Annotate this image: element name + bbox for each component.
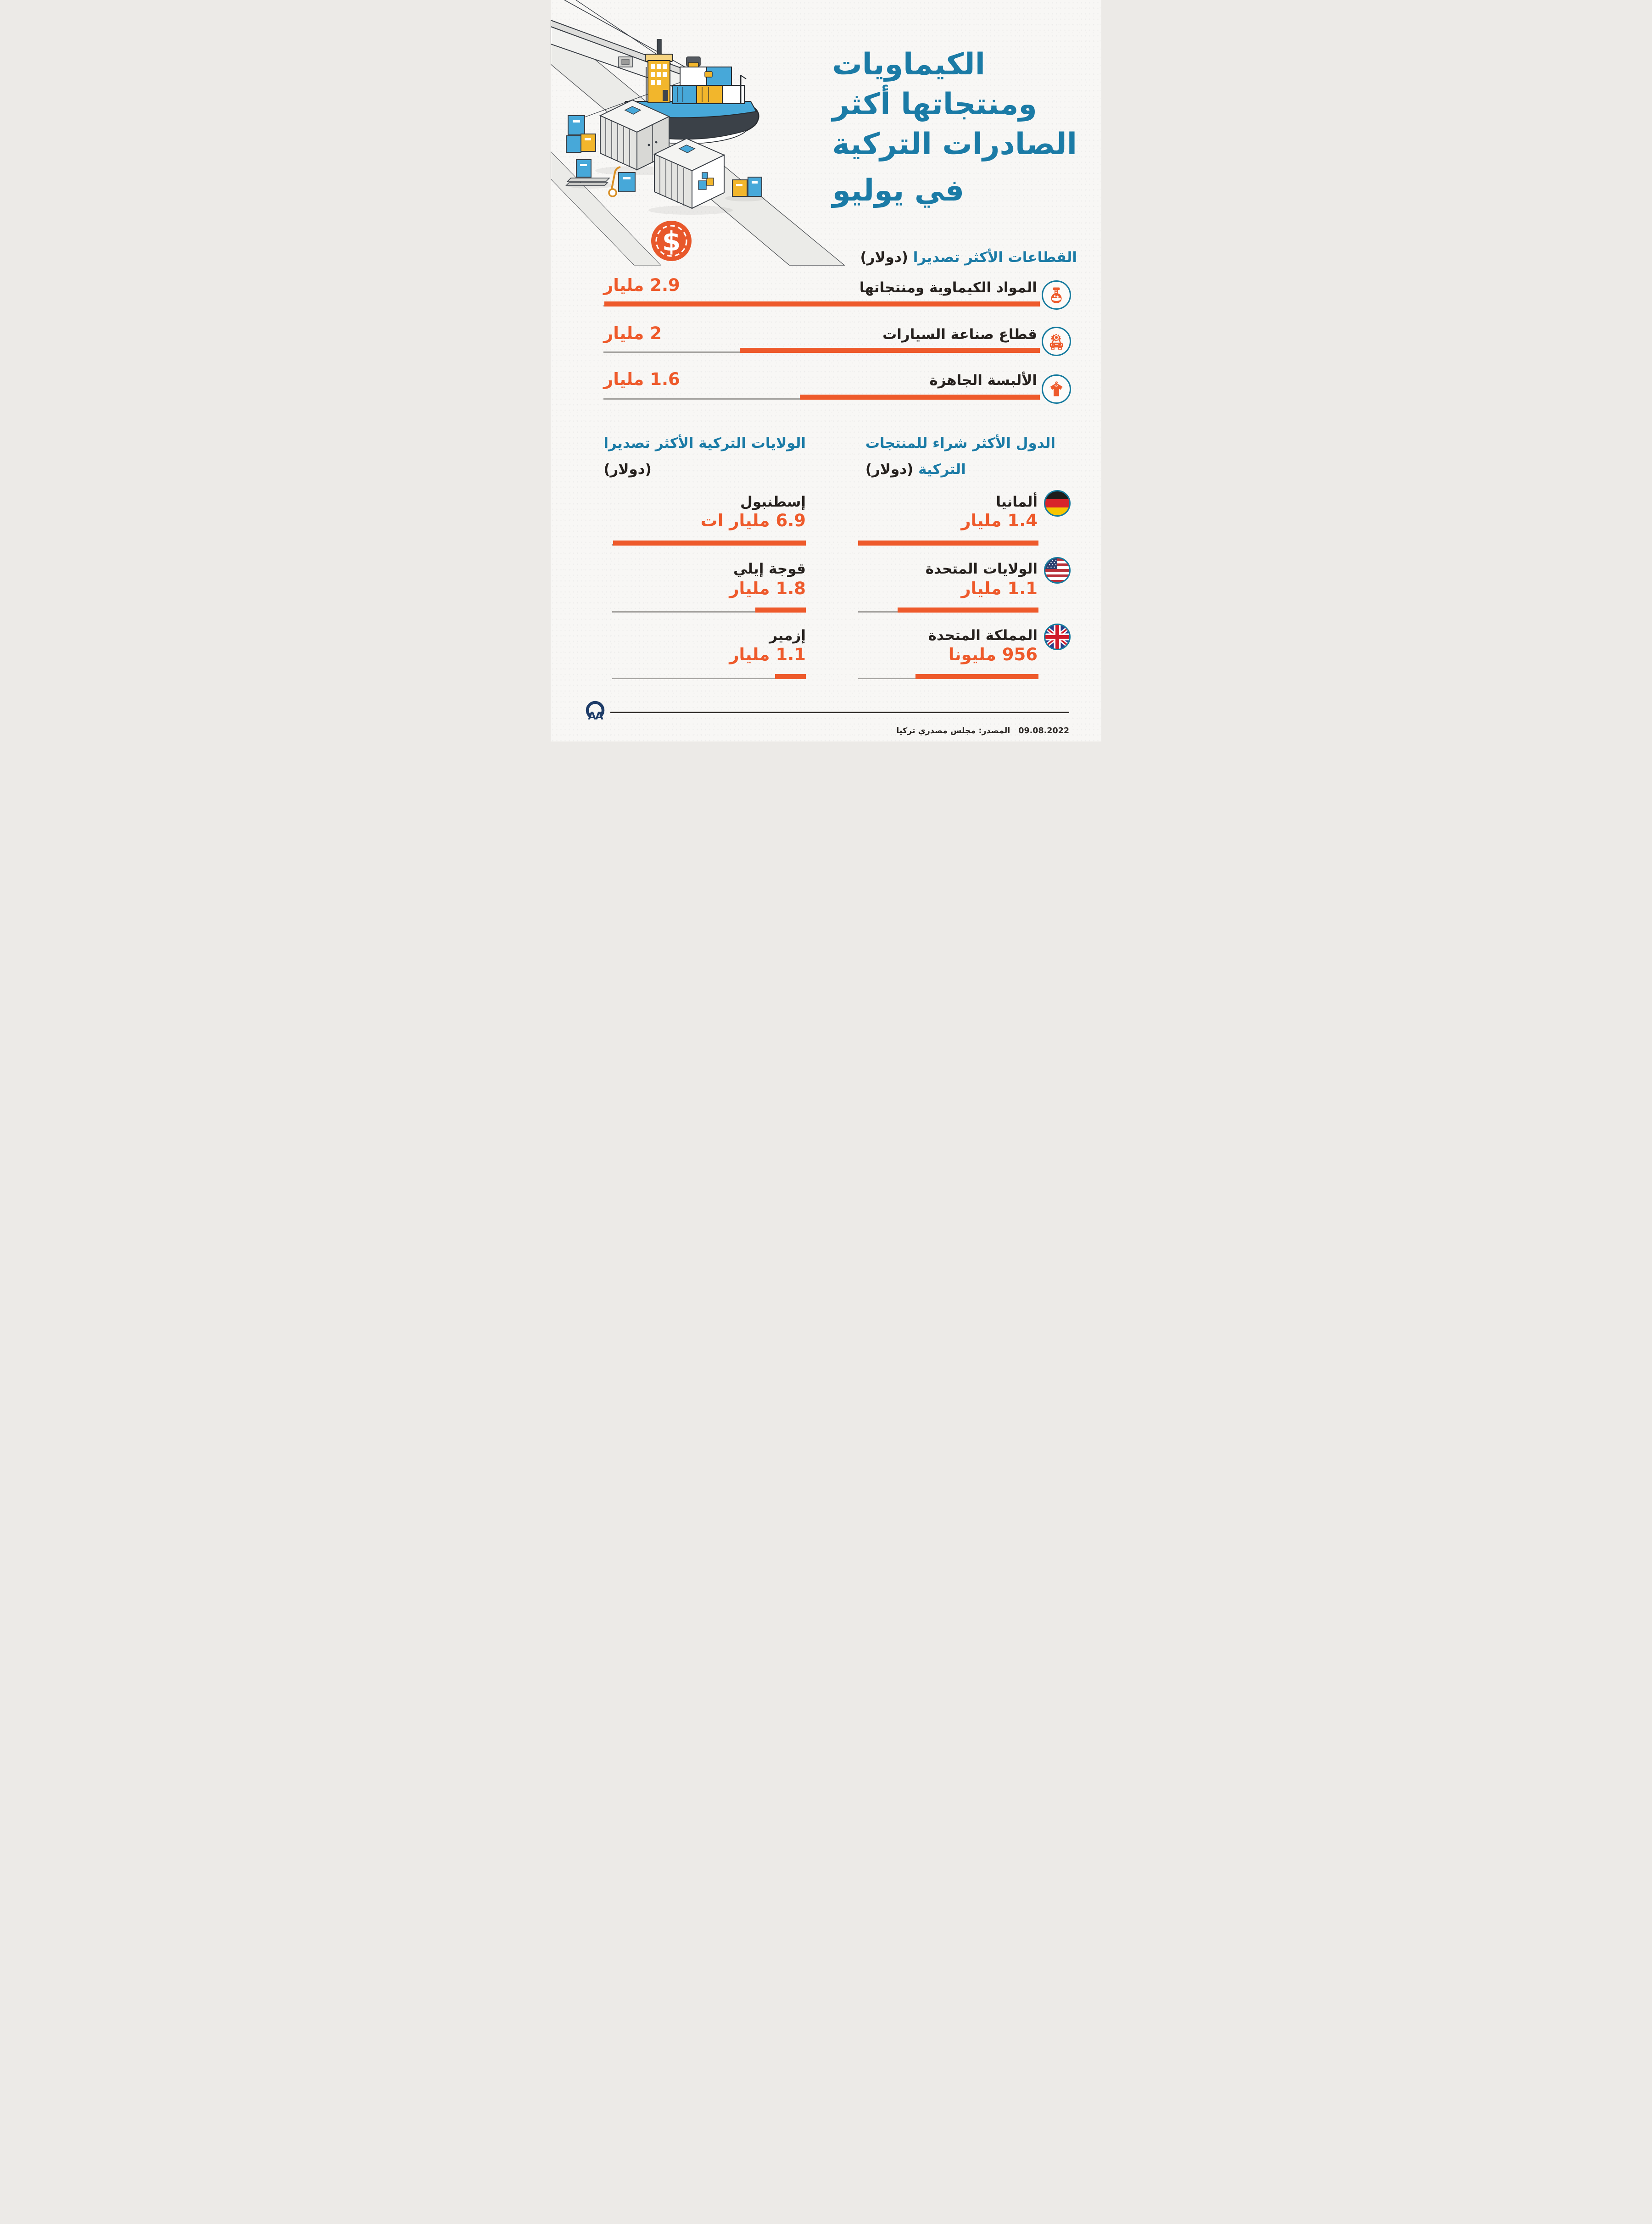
province-bar-kocaeli bbox=[755, 608, 806, 613]
title-line-4: في يوليو bbox=[832, 173, 965, 208]
sector-bar-chemicals bbox=[604, 301, 1040, 307]
provinces-heading-unit: (دولار) bbox=[603, 461, 652, 478]
container-b bbox=[648, 138, 733, 215]
sector-label-garments: الألبسة الجاهزة bbox=[929, 372, 1037, 389]
infographic-page: $ الكيماويات ومنتجاتها أكثر الصادرات الت… bbox=[551, 0, 1101, 741]
provinces-heading: الولايات التركية الأكثر تصديرا (دولار) bbox=[603, 430, 806, 483]
usa-flag bbox=[1044, 557, 1071, 584]
pallet-box bbox=[565, 159, 614, 189]
dollar-sign: $ bbox=[662, 226, 681, 257]
province-label-izmir: إزمير bbox=[769, 627, 806, 644]
aa-agency-logo: AA bbox=[584, 700, 608, 726]
sector-value-automotive: 2 مليار bbox=[603, 323, 662, 343]
country-label-uk: المملكة المتحدة bbox=[928, 627, 1038, 644]
countries-heading: الدول الأكثر شراء للمنتجات التركية (دولا… bbox=[865, 430, 1055, 483]
province-value-kocaeli: 1.8 مليار bbox=[729, 579, 806, 598]
footer-divider bbox=[610, 712, 1069, 713]
bar-track bbox=[612, 611, 806, 613]
page-title: الكيماويات ومنتجاتها أكثر الصادرات الترك… bbox=[832, 45, 1077, 211]
province-label-kocaeli: قوجة إيلي bbox=[733, 561, 806, 577]
countries-heading-line1: الدول الأكثر شراء للمنتجات bbox=[865, 435, 1055, 451]
sector-bar-garments bbox=[800, 395, 1040, 400]
uk-flag bbox=[1044, 623, 1071, 651]
car-icon bbox=[1049, 334, 1063, 350]
source-text: المصدر: مجلس مصدري تركيا bbox=[896, 726, 1010, 736]
sector-icon-circle bbox=[1042, 327, 1071, 356]
cargo-boxes-left bbox=[566, 115, 596, 153]
country-value-germany: 1.4 مليار bbox=[961, 511, 1038, 530]
province-label-istanbul: إسطنبول bbox=[740, 494, 806, 510]
province-value-istanbul: 6.9 مليار ات bbox=[700, 511, 806, 530]
title-line-2: ومنتجاتها أكثر bbox=[832, 87, 1037, 122]
sector-value-chemicals: 2.9 مليار bbox=[603, 275, 680, 295]
province-value-izmir: 1.1 مليار bbox=[729, 645, 806, 664]
hand-truck bbox=[608, 166, 636, 197]
country-bar-germany bbox=[858, 541, 1038, 546]
sector-label-automotive: قطاع صناعة السيارات bbox=[882, 326, 1037, 343]
country-value-usa: 1.1 مليار bbox=[961, 579, 1038, 598]
title-line-1: الكيماويات bbox=[832, 47, 985, 82]
countries-heading-unit: (دولار) bbox=[865, 461, 914, 478]
sector-icon-circle bbox=[1042, 280, 1071, 310]
germany-flag bbox=[1044, 490, 1071, 517]
aa-logo-letters: AA bbox=[588, 710, 603, 722]
countries-heading-line2: التركية bbox=[918, 461, 966, 478]
province-bar-izmir bbox=[775, 674, 806, 679]
sector-label-chemicals: المواد الكيماوية ومنتجاتها bbox=[859, 279, 1037, 296]
sectors-heading-text: القطاعات الأكثر تصديرا bbox=[913, 249, 1077, 266]
country-label-germany: ألمانيا bbox=[996, 494, 1038, 510]
country-label-usa: الولايات المتحدة bbox=[925, 561, 1038, 577]
cargo-boxes-right bbox=[725, 177, 765, 201]
footer-info: المصدر: مجلس مصدري تركيا 09.08.2022 bbox=[896, 726, 1069, 736]
provinces-heading-line1: الولايات التركية الأكثر تصديرا bbox=[603, 435, 806, 451]
country-value-uk: 956 مليونا bbox=[948, 645, 1038, 664]
sector-value-garments: 1.6 مليار bbox=[603, 369, 680, 389]
title-line-3: الصادرات التركية bbox=[832, 127, 1077, 162]
tshirt-icon bbox=[1049, 381, 1064, 396]
dollar-badge: $ bbox=[651, 221, 692, 261]
sector-icon-circle bbox=[1042, 374, 1071, 404]
country-bar-usa bbox=[898, 608, 1038, 613]
date-text: 09.08.2022 bbox=[1018, 726, 1069, 736]
sectors-heading-unit: (دولار) bbox=[860, 249, 908, 266]
port-illustration: $ bbox=[551, 0, 845, 266]
bar-track bbox=[612, 678, 806, 679]
flask-icon bbox=[1051, 287, 1062, 303]
sectors-heading: القطاعات الأكثر تصديرا (دولار) bbox=[860, 249, 1077, 266]
province-bar-istanbul bbox=[613, 541, 806, 546]
sector-bar-automotive bbox=[740, 348, 1040, 353]
country-bar-uk bbox=[915, 674, 1038, 679]
